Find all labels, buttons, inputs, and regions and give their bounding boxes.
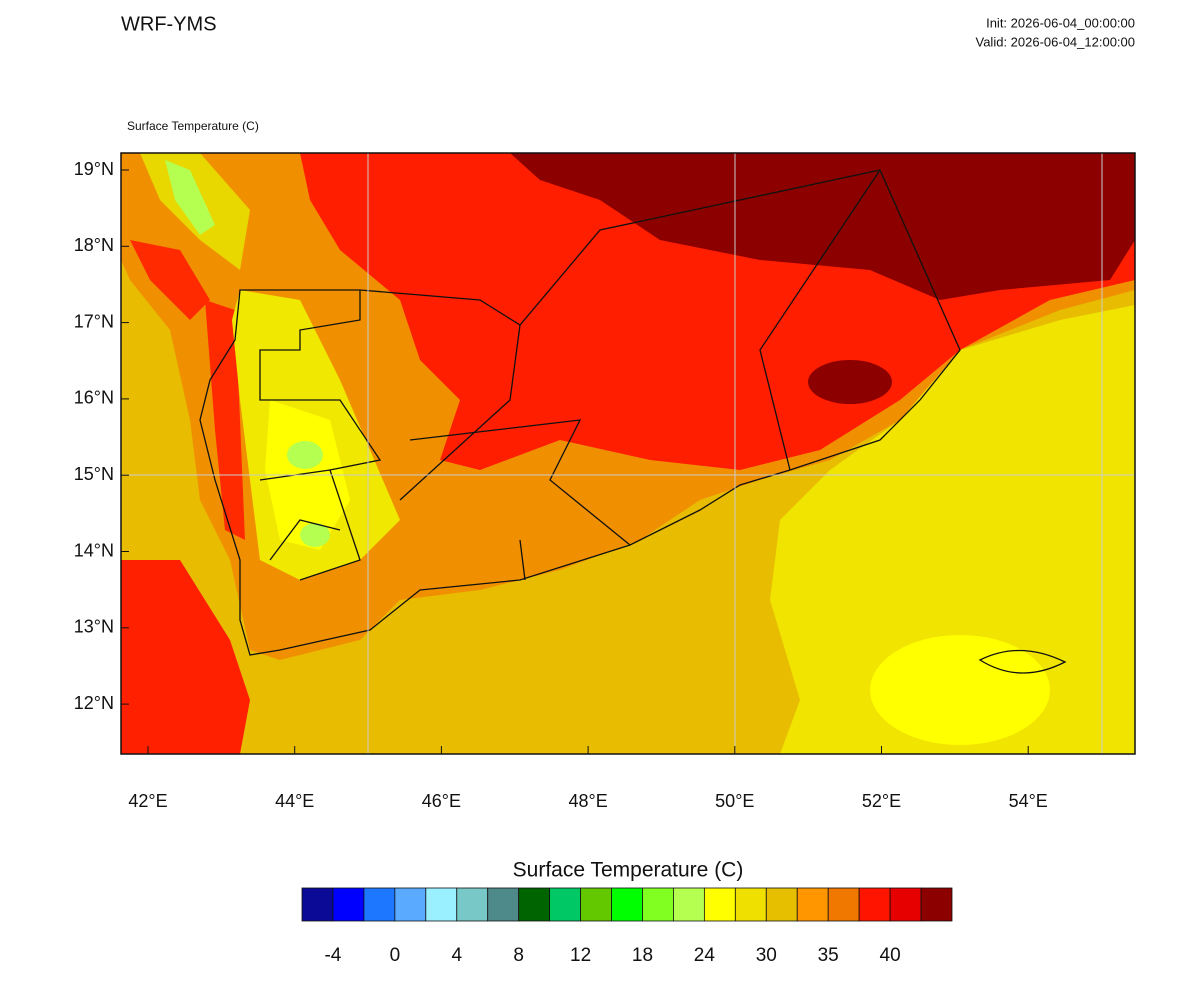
title: WRF-YMS [121,13,217,35]
colorbar-box [796,887,829,922]
lat-label: 18°N [74,235,114,255]
colorbar-box [456,887,489,922]
colorbar-title: Surface Temperature (C) [513,859,744,882]
lat-label: 14°N [74,540,114,560]
lat-label: 17°N [74,311,114,331]
colorbar-box [765,887,798,922]
colorbar-box [332,887,365,922]
lon-label: 52°E [862,791,901,811]
lon-label: 42°E [128,791,167,811]
colorbar-box [487,887,520,922]
colorbar-box [425,887,458,922]
colorbar-label: 4 [451,945,462,966]
colorbar-box [673,887,705,922]
colorbar-box [703,887,736,922]
temperature-field [121,153,1135,754]
lat-label: 13°N [74,617,114,637]
colorbar-box [920,887,953,922]
colorbar-box [518,887,551,922]
graticule [121,153,1135,754]
colorbar-label: 18 [632,945,653,966]
colorbar-label: 30 [756,945,777,966]
colorbar-box [580,887,612,922]
map-label: Surface Temperature (C) [127,119,259,133]
lat-label: 19°N [74,159,114,179]
colorbar-label: 24 [694,945,716,966]
colorbar-box [642,887,674,922]
lon-label: 46°E [422,791,461,811]
colorbar-label: 8 [513,945,524,966]
colorbar-box [394,887,427,922]
colorbar-label: 35 [818,945,839,966]
map-frame [120,152,1136,755]
colorbar-box [611,887,643,922]
colorbar-box [363,887,396,922]
lat-label: 12°N [74,693,114,713]
lat-label: 16°N [74,388,114,408]
lon-label: 50°E [715,791,754,811]
colorbar-label: 40 [880,945,901,966]
colorbar-box [889,887,922,922]
lon-label: 54°E [1009,791,1048,811]
colorbar-box [827,887,860,922]
lat-label: 15°N [74,464,114,484]
colorbar-box [734,887,767,922]
lon-label: 44°E [275,791,314,811]
colorbar-label: 12 [570,945,591,966]
colorbar-box [301,887,334,922]
colorbar-box [858,887,891,922]
colorbar-label: 0 [390,945,401,966]
colorbar-label: -4 [324,945,341,966]
colorbar-box [549,887,581,922]
init-time: Init: 2026-06-04_00:00:00 [986,15,1135,30]
valid-time: Valid: 2026-06-04_12:00:00 [976,34,1136,49]
lon-label: 48°E [568,791,607,811]
